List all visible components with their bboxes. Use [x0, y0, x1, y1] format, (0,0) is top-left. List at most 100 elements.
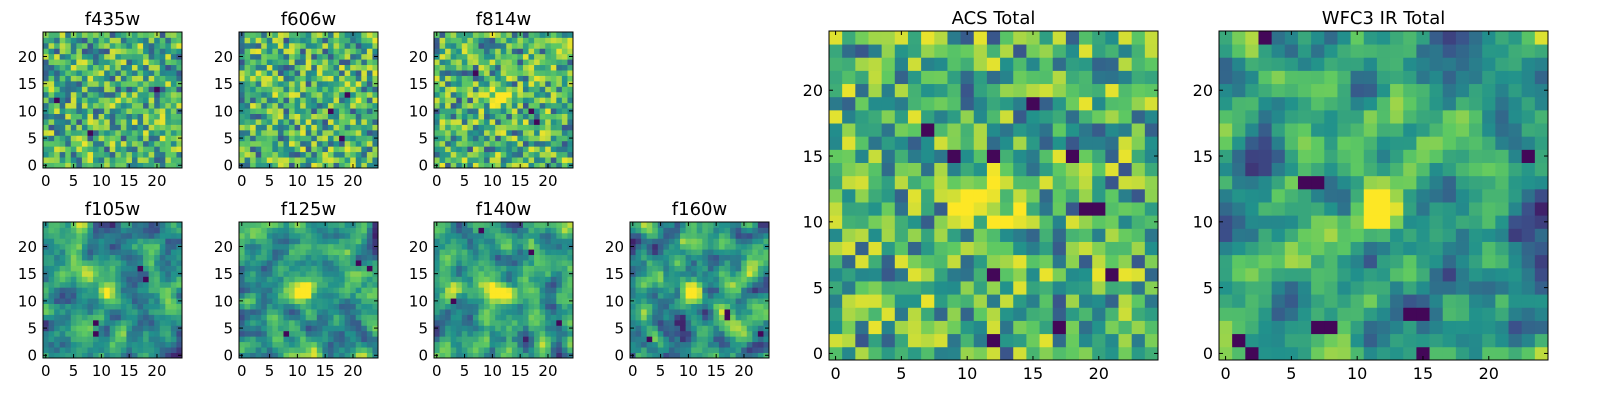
heatmap-cell [333, 276, 340, 283]
heatmap-cell [76, 249, 83, 256]
heatmap-cell [54, 309, 61, 315]
heatmap-cell [881, 149, 896, 163]
heatmap-cell [372, 265, 379, 272]
heatmap-cell [176, 70, 183, 76]
heatmap-cell [366, 80, 373, 87]
heatmap-cell [327, 222, 334, 228]
heatmap-cell [467, 70, 474, 76]
heatmap-cell [757, 265, 764, 272]
heatmap-cell [54, 330, 61, 337]
heatmap-cell [143, 113, 150, 120]
heatmap-cell [528, 42, 535, 49]
heatmap-cell [556, 151, 563, 158]
heatmap-cell [131, 86, 138, 93]
heatmap-cell [434, 59, 440, 66]
y-tick-label: 5 [223, 319, 233, 337]
heatmap-cell [635, 238, 642, 245]
heatmap-cell [1118, 202, 1133, 216]
heatmap-cell [500, 48, 507, 55]
heatmap-cell [500, 86, 507, 93]
heatmap-cell [506, 314, 513, 321]
heatmap-cell [947, 294, 961, 308]
heatmap-cell [1052, 228, 1067, 242]
heatmap-cell [283, 86, 290, 93]
heatmap-cell [511, 265, 518, 272]
heatmap-cell [277, 42, 284, 49]
heatmap-cell [87, 232, 94, 239]
heatmap-cell [556, 162, 563, 169]
y-tick-label: 20 [409, 238, 428, 256]
heatmap-cell [244, 135, 251, 142]
heatmap-cell [484, 129, 490, 136]
heatmap-cell [881, 228, 896, 242]
heatmap-cell [48, 238, 55, 245]
heatmap-cell [1144, 320, 1159, 335]
heatmap-cell [255, 140, 262, 147]
heatmap-cell [489, 347, 496, 353]
heatmap-cell [70, 347, 77, 353]
heatmap-cell [450, 135, 457, 142]
heatmap-cell [115, 140, 122, 147]
heatmap-cell [506, 347, 513, 353]
heatmap-cell [372, 140, 379, 147]
heatmap-cell [545, 80, 552, 87]
heatmap-cell [657, 276, 664, 283]
heatmap-cell [104, 108, 111, 114]
heatmap-cell [65, 37, 72, 44]
heatmap-cell [59, 238, 66, 245]
heatmap-cell [467, 243, 474, 250]
heatmap-cell [76, 243, 83, 250]
heatmap-cell [143, 222, 150, 228]
heatmap-cell [361, 314, 368, 321]
heatmap-cell [1039, 333, 1054, 348]
heatmap-cell [176, 254, 183, 261]
heatmap-cell [176, 48, 183, 55]
heatmap-cell [322, 347, 329, 353]
x-tick-label: 15 [120, 172, 139, 190]
heatmap-cell [131, 298, 138, 304]
heatmap-cell [757, 222, 764, 228]
heatmap-cell [104, 222, 111, 228]
heatmap-cell [545, 113, 552, 120]
heatmap-cell [561, 260, 568, 266]
heatmap-cell [109, 75, 116, 82]
heatmap-cell [986, 307, 1001, 321]
heatmap-cell [126, 238, 133, 245]
heatmap-cell [109, 325, 116, 332]
heatmap-cell [305, 298, 312, 304]
heatmap-cell [1026, 267, 1040, 282]
heatmap-cell [489, 254, 496, 261]
heatmap-cell [54, 80, 61, 87]
heatmap-cell [170, 292, 177, 299]
heatmap-cell [115, 64, 122, 71]
heatmap-cell [43, 75, 49, 82]
heatmap-cell [467, 270, 474, 277]
heatmap-cell [43, 59, 49, 66]
heatmap-cell [289, 238, 295, 245]
heatmap-cell [674, 270, 681, 277]
heatmap-cell [305, 303, 312, 310]
heatmap-cell [445, 91, 452, 98]
heatmap-cell [283, 319, 290, 326]
heatmap-cell [266, 80, 273, 87]
heatmap-cell [176, 319, 183, 326]
heatmap-cell [434, 146, 440, 153]
heatmap-cell [500, 303, 507, 310]
heatmap-cell [148, 37, 155, 44]
heatmap-cell [855, 281, 869, 295]
heatmap-cell [109, 287, 116, 294]
heatmap-cell [1105, 175, 1119, 190]
heatmap-cell [724, 249, 731, 256]
heatmap-cell [339, 276, 346, 283]
heatmap-cell [154, 303, 161, 310]
heatmap-cell [757, 352, 764, 359]
heatmap-cell [556, 91, 563, 98]
heatmap-cell [361, 135, 368, 142]
heatmap-cell [93, 162, 99, 169]
heatmap-cell [445, 238, 452, 245]
heatmap-cell [461, 86, 468, 93]
x-tick-label: 0 [432, 172, 442, 190]
heatmap-cell [746, 265, 753, 272]
heatmap-cell [506, 70, 513, 76]
